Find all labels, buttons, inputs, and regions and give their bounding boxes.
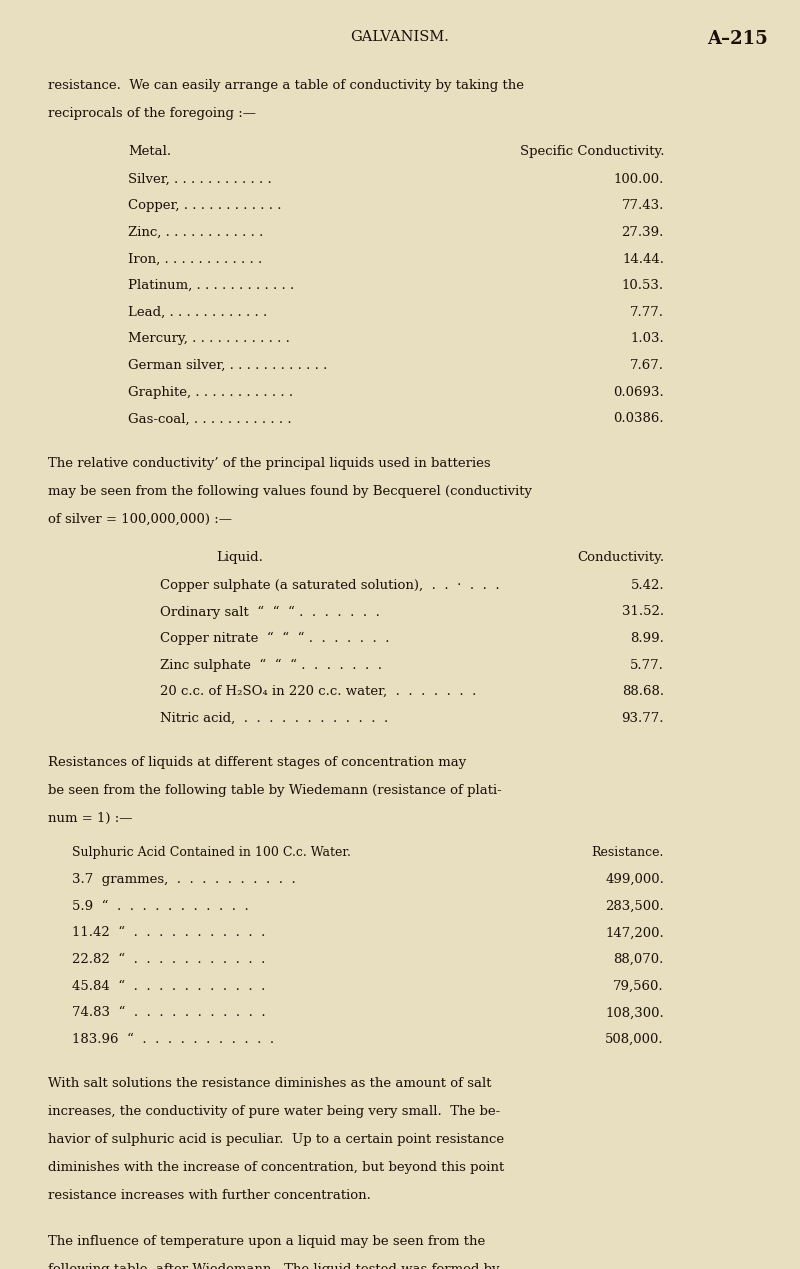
Text: of silver = 100,000,000) :—: of silver = 100,000,000) :— <box>48 513 232 525</box>
Text: 7.67.: 7.67. <box>630 359 664 372</box>
Text: German silver, . . . . . . . . . . . .: German silver, . . . . . . . . . . . . <box>128 359 327 372</box>
Text: 31.52.: 31.52. <box>622 605 664 618</box>
Text: 1.03.: 1.03. <box>630 332 664 345</box>
Text: num = 1) :—: num = 1) :— <box>48 812 133 825</box>
Text: Mercury, . . . . . . . . . . . .: Mercury, . . . . . . . . . . . . <box>128 332 290 345</box>
Text: 508,000.: 508,000. <box>606 1033 664 1046</box>
Text: Gas-coal, . . . . . . . . . . . .: Gas-coal, . . . . . . . . . . . . <box>128 412 292 425</box>
Text: The influence of temperature upon a liquid may be seen from the: The influence of temperature upon a liqu… <box>48 1235 486 1247</box>
Text: Zinc, . . . . . . . . . . . .: Zinc, . . . . . . . . . . . . <box>128 226 263 239</box>
Text: Copper sulphate (a saturated solution),  .  .  ·  .  .  .: Copper sulphate (a saturated solution), … <box>160 579 500 591</box>
Text: 7.77.: 7.77. <box>630 306 664 319</box>
Text: 22.82  “  .  .  .  .  .  .  .  .  .  .  .: 22.82 “ . . . . . . . . . . . <box>72 953 266 966</box>
Text: Copper nitrate  “  “  “ .  .  .  .  .  .  .: Copper nitrate “ “ “ . . . . . . . <box>160 632 390 645</box>
Text: Resistance.: Resistance. <box>592 846 664 859</box>
Text: Resistances of liquids at different stages of concentration may: Resistances of liquids at different stag… <box>48 756 466 769</box>
Text: may be seen from the following values found by Becquerel (conductivity: may be seen from the following values fo… <box>48 485 532 497</box>
Text: diminishes with the increase of concentration, but beyond this point: diminishes with the increase of concentr… <box>48 1161 504 1174</box>
Text: Graphite, . . . . . . . . . . . .: Graphite, . . . . . . . . . . . . <box>128 386 293 398</box>
Text: 100.00.: 100.00. <box>614 173 664 185</box>
Text: 283,500.: 283,500. <box>606 900 664 912</box>
Text: Platinum, . . . . . . . . . . . .: Platinum, . . . . . . . . . . . . <box>128 279 294 292</box>
Text: 108,300.: 108,300. <box>606 1006 664 1019</box>
Text: 93.77.: 93.77. <box>622 712 664 725</box>
Text: 11.42  “  .  .  .  .  .  .  .  .  .  .  .: 11.42 “ . . . . . . . . . . . <box>72 926 266 939</box>
Text: 77.43.: 77.43. <box>622 199 664 212</box>
Text: 45.84  “  .  .  .  .  .  .  .  .  .  .  .: 45.84 “ . . . . . . . . . . . <box>72 980 266 992</box>
Text: Silver, . . . . . . . . . . . .: Silver, . . . . . . . . . . . . <box>128 173 272 185</box>
Text: 10.53.: 10.53. <box>622 279 664 292</box>
Text: A–215: A–215 <box>707 30 768 48</box>
Text: Lead, . . . . . . . . . . . .: Lead, . . . . . . . . . . . . <box>128 306 267 319</box>
Text: 5.9  “  .  .  .  .  .  .  .  .  .  .  .: 5.9 “ . . . . . . . . . . . <box>72 900 249 912</box>
Text: 88,070.: 88,070. <box>614 953 664 966</box>
Text: With salt solutions the resistance diminishes as the amount of salt: With salt solutions the resistance dimin… <box>48 1077 491 1090</box>
Text: 74.83  “  .  .  .  .  .  .  .  .  .  .  .: 74.83 “ . . . . . . . . . . . <box>72 1006 266 1019</box>
Text: 5.77.: 5.77. <box>630 659 664 671</box>
Text: Specific Conductivity.: Specific Conductivity. <box>519 145 664 157</box>
Text: 0.0386.: 0.0386. <box>614 412 664 425</box>
Text: Zinc sulphate  “  “  “ .  .  .  .  .  .  .: Zinc sulphate “ “ “ . . . . . . . <box>160 659 382 671</box>
Text: 88.68.: 88.68. <box>622 685 664 698</box>
Text: 147,200.: 147,200. <box>606 926 664 939</box>
Text: be seen from the following table by Wiedemann (resistance of plati-: be seen from the following table by Wied… <box>48 784 502 797</box>
Text: Copper, . . . . . . . . . . . .: Copper, . . . . . . . . . . . . <box>128 199 282 212</box>
Text: Metal.: Metal. <box>128 145 171 157</box>
Text: havior of sulphuric acid is peculiar.  Up to a certain point resistance: havior of sulphuric acid is peculiar. Up… <box>48 1133 504 1146</box>
Text: 499,000.: 499,000. <box>605 873 664 886</box>
Text: GALVANISM.: GALVANISM. <box>350 30 450 44</box>
Text: 79,560.: 79,560. <box>614 980 664 992</box>
Text: Iron, . . . . . . . . . . . .: Iron, . . . . . . . . . . . . <box>128 253 262 265</box>
Text: Sulphuric Acid Contained in 100 C.c. Water.: Sulphuric Acid Contained in 100 C.c. Wat… <box>72 846 351 859</box>
Text: 20 c.c. of H₂SO₄ in 220 c.c. water,  .  .  .  .  .  .  .: 20 c.c. of H₂SO₄ in 220 c.c. water, . . … <box>160 685 476 698</box>
Text: following table, after Wiedemann.  The liquid tested was formed by: following table, after Wiedemann. The li… <box>48 1263 499 1269</box>
Text: 27.39.: 27.39. <box>622 226 664 239</box>
Text: 0.0693.: 0.0693. <box>614 386 664 398</box>
Text: The relative conductivity’ of the principal liquids used in batteries: The relative conductivity’ of the princi… <box>48 457 490 470</box>
Text: 5.42.: 5.42. <box>630 579 664 591</box>
Text: Ordinary salt  “  “  “ .  .  .  .  .  .  .: Ordinary salt “ “ “ . . . . . . . <box>160 605 380 618</box>
Text: Liquid.: Liquid. <box>216 551 263 563</box>
Text: 14.44.: 14.44. <box>622 253 664 265</box>
Text: resistance.  We can easily arrange a table of conductivity by taking the: resistance. We can easily arrange a tabl… <box>48 79 524 91</box>
Text: 3.7  grammes,  .  .  .  .  .  .  .  .  .  .: 3.7 grammes, . . . . . . . . . . <box>72 873 296 886</box>
Text: 8.99.: 8.99. <box>630 632 664 645</box>
Text: resistance increases with further concentration.: resistance increases with further concen… <box>48 1189 371 1202</box>
Text: Conductivity.: Conductivity. <box>577 551 664 563</box>
Text: reciprocals of the foregoing :—: reciprocals of the foregoing :— <box>48 107 256 119</box>
Text: 183.96  “  .  .  .  .  .  .  .  .  .  .  .: 183.96 “ . . . . . . . . . . . <box>72 1033 274 1046</box>
Text: Nitric acid,  .  .  .  .  .  .  .  .  .  .  .  .: Nitric acid, . . . . . . . . . . . . <box>160 712 388 725</box>
Text: increases, the conductivity of pure water being very small.  The be-: increases, the conductivity of pure wate… <box>48 1105 500 1118</box>
